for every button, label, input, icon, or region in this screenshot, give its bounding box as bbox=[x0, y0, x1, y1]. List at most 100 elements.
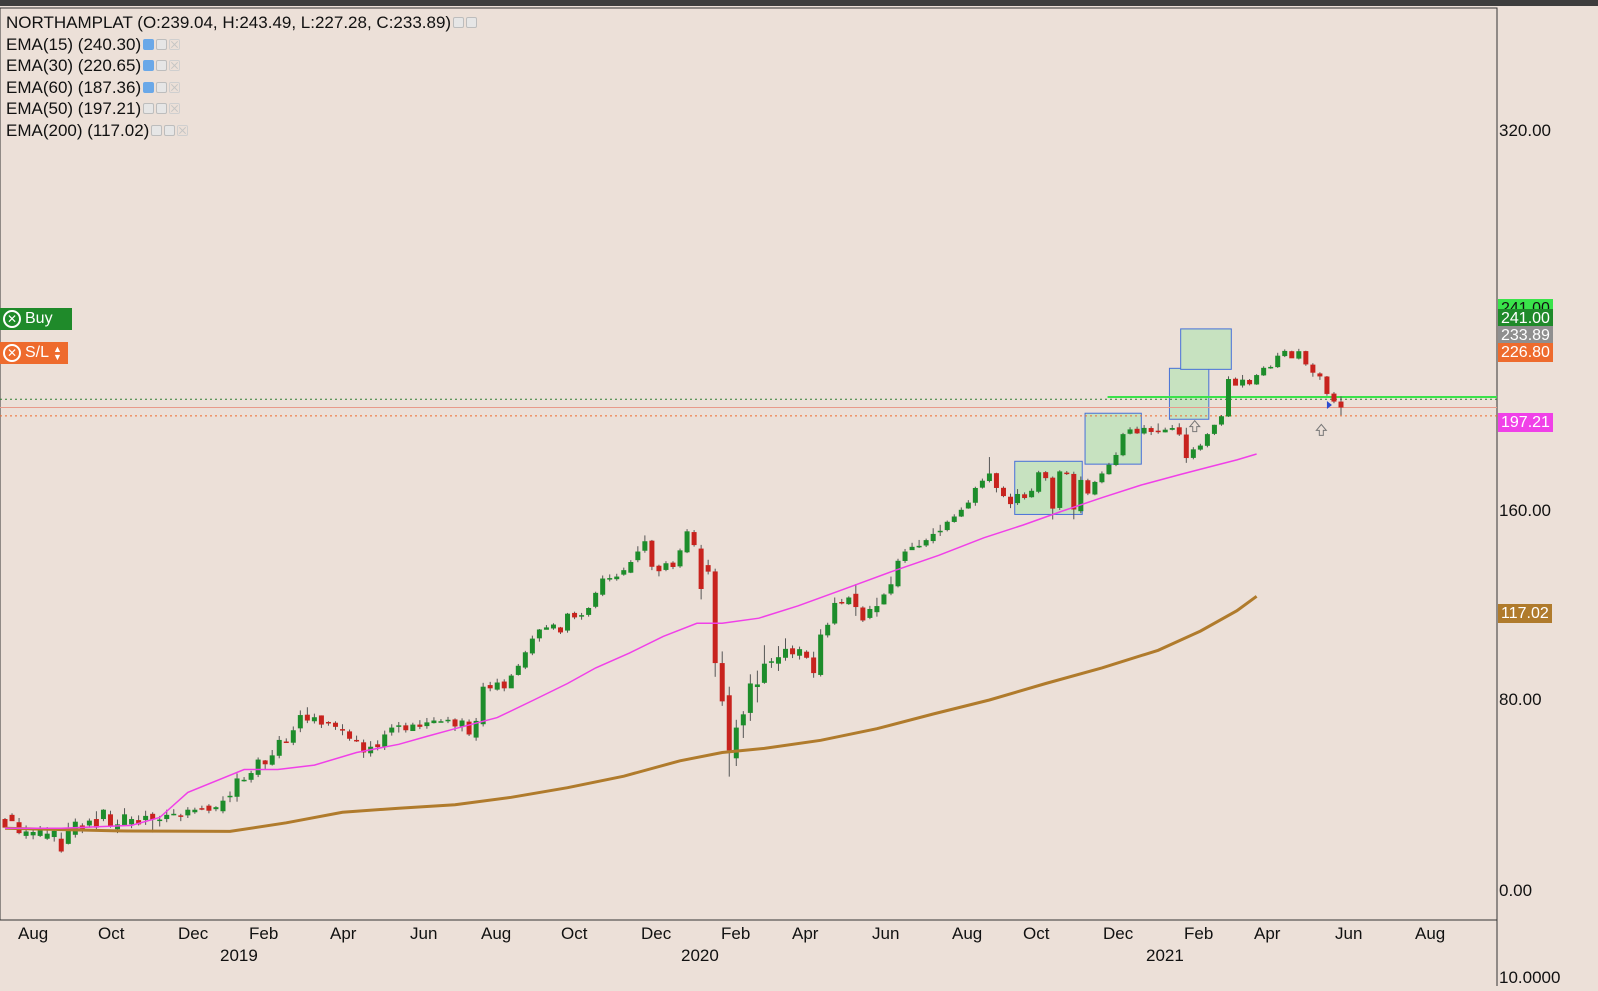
candle-body-down bbox=[726, 695, 732, 751]
settings-icon[interactable] bbox=[164, 124, 176, 136]
settings-icon-2[interactable] bbox=[466, 17, 478, 29]
candle bbox=[747, 674, 753, 721]
candle bbox=[473, 717, 479, 741]
candle bbox=[797, 646, 803, 660]
candle bbox=[396, 721, 402, 733]
candle-body-up bbox=[185, 809, 191, 816]
spinner-icon[interactable]: ▲ ▼ bbox=[53, 344, 62, 362]
settings-icon[interactable] bbox=[453, 17, 465, 29]
candle bbox=[1296, 348, 1302, 360]
candle-body-down bbox=[2, 819, 8, 828]
candle bbox=[86, 818, 92, 828]
candle-body-up bbox=[733, 727, 739, 759]
eye-icon[interactable] bbox=[143, 38, 155, 50]
y-tick-label: 80.00 bbox=[1499, 690, 1542, 709]
candle-body-up bbox=[797, 649, 803, 656]
close-icon[interactable] bbox=[169, 81, 181, 93]
close-icon[interactable] bbox=[169, 103, 181, 115]
candle bbox=[522, 650, 528, 670]
eye-icon[interactable] bbox=[143, 103, 155, 115]
cancel-order-icon[interactable]: ✕ bbox=[3, 344, 21, 362]
candle-body-down bbox=[318, 715, 324, 725]
candle-body-down bbox=[332, 722, 338, 727]
candle bbox=[579, 612, 585, 620]
x-year-label: 2021 bbox=[1146, 946, 1184, 965]
indicator-label: EMA(30) (220.65) bbox=[6, 56, 142, 75]
x-year-label: 2020 bbox=[681, 946, 719, 965]
candle bbox=[1204, 433, 1210, 448]
candle-body-down bbox=[1155, 430, 1161, 433]
indicator-row: EMA(15) (240.30) bbox=[6, 34, 477, 56]
candle-body-down bbox=[1000, 487, 1006, 497]
candle bbox=[171, 809, 177, 816]
settings-icon[interactable] bbox=[156, 103, 168, 115]
candle bbox=[572, 611, 578, 620]
candle bbox=[129, 816, 135, 829]
candle bbox=[923, 538, 929, 548]
candle bbox=[1303, 350, 1309, 366]
candle-body-down bbox=[1183, 434, 1189, 459]
indicator-row: EMA(200) (117.02) bbox=[6, 120, 477, 142]
candle bbox=[1000, 486, 1006, 498]
close-icon[interactable] bbox=[169, 38, 181, 50]
candle bbox=[501, 679, 507, 692]
candle bbox=[255, 757, 261, 778]
candle-body-down bbox=[839, 601, 845, 604]
candle-body-up bbox=[494, 682, 500, 690]
symbol-ohlc: NORTHAMPLAT (O:239.04, H:243.49, L:227.2… bbox=[6, 13, 452, 32]
candle bbox=[1099, 471, 1105, 484]
buy-order-tag[interactable]: ✕ Buy bbox=[0, 308, 72, 330]
candle-body-up bbox=[424, 722, 430, 727]
stop-loss-tag[interactable]: ✕ S/L ▲ ▼ bbox=[0, 342, 68, 364]
candle bbox=[1085, 478, 1091, 496]
candle-body-up bbox=[909, 546, 915, 551]
settings-icon[interactable] bbox=[156, 60, 168, 72]
candle bbox=[241, 777, 247, 782]
eye-icon[interactable] bbox=[151, 124, 163, 136]
candle bbox=[1197, 443, 1203, 451]
candle bbox=[283, 738, 289, 744]
candle-body-down bbox=[1148, 428, 1154, 432]
candle-body-up bbox=[30, 831, 36, 836]
ema-layer bbox=[4, 453, 1258, 833]
candle bbox=[1176, 423, 1182, 436]
candle bbox=[832, 597, 838, 625]
candle-body-down bbox=[860, 607, 866, 621]
candle-body-up bbox=[684, 531, 690, 553]
candle bbox=[1071, 471, 1077, 520]
candle bbox=[557, 626, 563, 635]
candle bbox=[332, 721, 338, 730]
marks-layer bbox=[1188, 401, 1332, 436]
eye-icon[interactable] bbox=[143, 60, 155, 72]
candle-body-up bbox=[986, 473, 992, 482]
candle bbox=[1247, 379, 1253, 386]
y-tick-label: 160.00 bbox=[1499, 501, 1551, 520]
close-icon[interactable] bbox=[169, 60, 181, 72]
close-icon[interactable] bbox=[177, 124, 189, 136]
candle bbox=[1106, 462, 1112, 475]
candle-body-up bbox=[44, 833, 50, 839]
candle bbox=[1078, 476, 1084, 514]
candle bbox=[410, 722, 416, 732]
x-tick-label: Jun bbox=[1335, 924, 1363, 943]
candle bbox=[790, 645, 796, 659]
candle-body-up bbox=[515, 665, 521, 675]
candle-body-up bbox=[410, 724, 416, 732]
candle bbox=[269, 749, 275, 766]
settings-icon[interactable] bbox=[156, 38, 168, 50]
settings-icon[interactable] bbox=[156, 81, 168, 93]
candle bbox=[670, 561, 676, 570]
candle-body-up bbox=[593, 592, 599, 607]
candle-body-up bbox=[565, 613, 571, 631]
cancel-order-icon[interactable]: ✕ bbox=[3, 310, 21, 328]
candle-body-up bbox=[227, 795, 233, 798]
eye-icon[interactable] bbox=[143, 81, 155, 93]
candle bbox=[916, 539, 922, 548]
candle bbox=[684, 529, 690, 554]
candle-body-down bbox=[1050, 477, 1056, 509]
y-tick-label: 320.00 bbox=[1499, 121, 1551, 140]
ema50-price-tag: 197.21 bbox=[1498, 413, 1553, 432]
x-tick-label: Aug bbox=[481, 924, 512, 943]
candle bbox=[431, 717, 437, 724]
